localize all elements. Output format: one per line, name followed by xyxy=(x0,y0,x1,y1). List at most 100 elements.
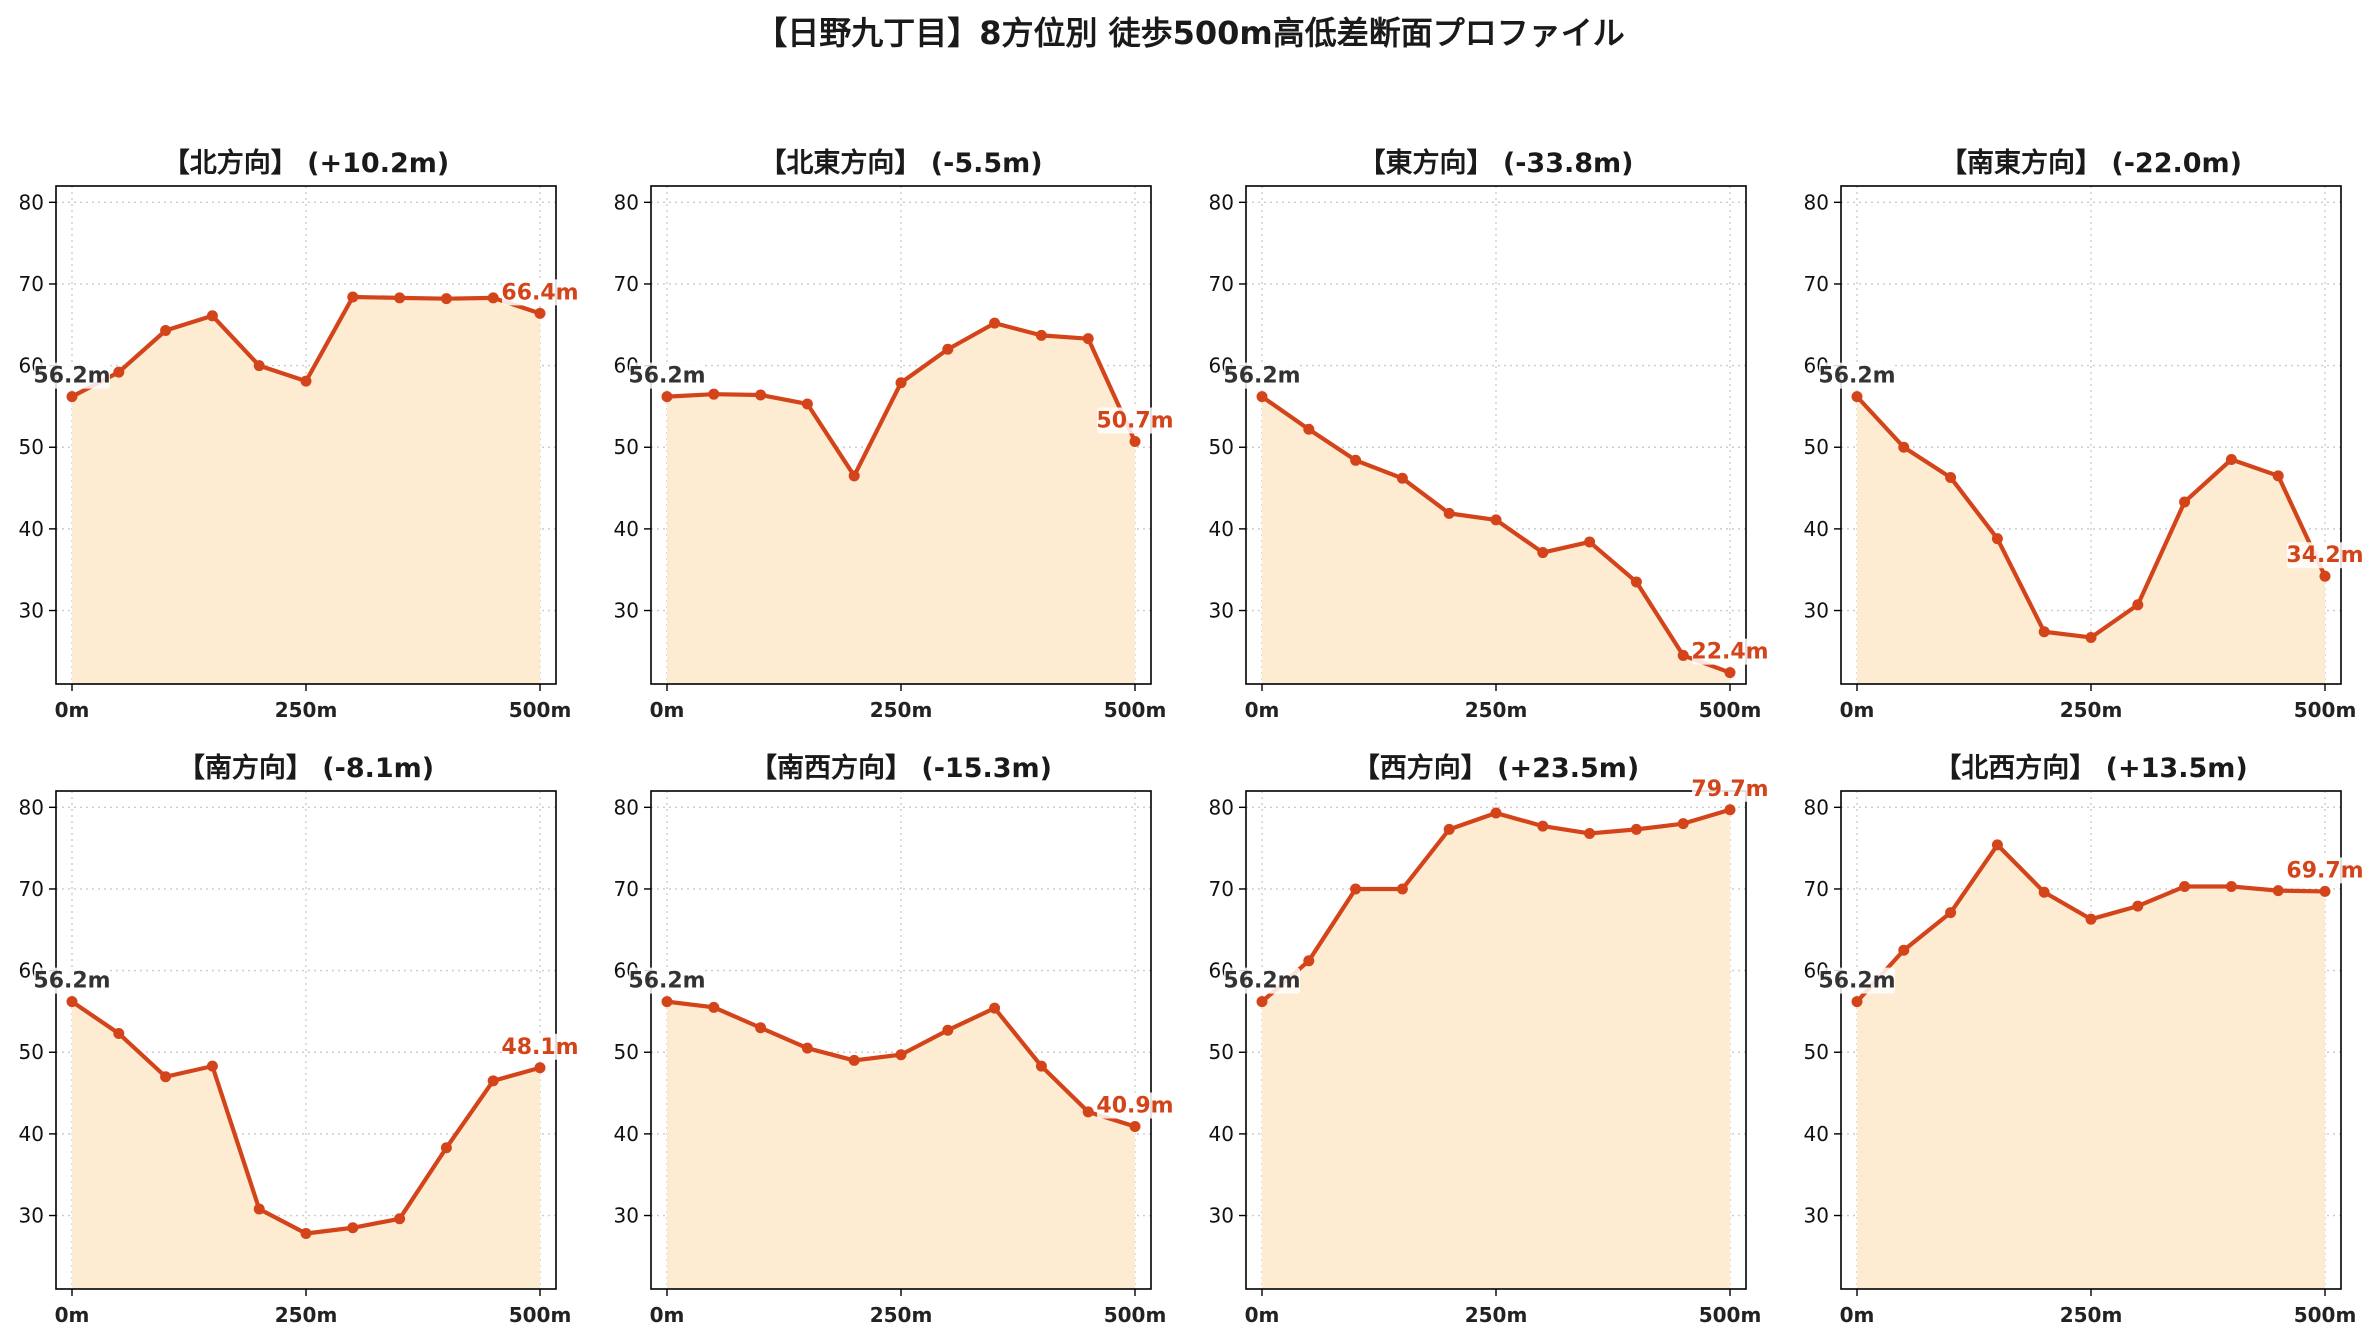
x-tick-label: 250m xyxy=(1465,1303,1528,1327)
data-point xyxy=(487,1075,499,1087)
data-point xyxy=(2319,885,2331,897)
x-tick-label: 500m xyxy=(1104,1303,1167,1327)
x-tick-label: 0m xyxy=(1840,698,1875,722)
area-fill xyxy=(1262,396,1730,684)
data-point xyxy=(801,1042,813,1054)
start-elevation-label-bg xyxy=(1224,967,1300,994)
data-point xyxy=(300,375,312,387)
data-point xyxy=(440,293,452,305)
x-tick-label: 0m xyxy=(1245,698,1280,722)
data-point xyxy=(2272,885,2284,897)
y-tick-label: 30 xyxy=(614,599,639,623)
data-point xyxy=(1035,1060,1047,1072)
data-point xyxy=(1129,1121,1141,1133)
y-tick-label: 30 xyxy=(614,1204,639,1228)
start-elevation-label-bg xyxy=(1819,967,1895,994)
data-point xyxy=(848,1054,860,1066)
data-point xyxy=(1851,391,1863,403)
y-tick-label: 40 xyxy=(1804,517,1829,541)
data-point xyxy=(66,391,78,403)
data-point xyxy=(1129,436,1141,448)
x-tick-label: 250m xyxy=(870,698,933,722)
end-elevation-label-bg xyxy=(1097,407,1173,434)
figure-title: 【日野九丁目】8方位別 徒歩500m高低差断面プロファイル xyxy=(755,14,1625,52)
data-point xyxy=(1443,823,1455,835)
x-tick-label: 0m xyxy=(55,1303,90,1327)
data-point xyxy=(1490,807,1502,819)
end-elevation-label-bg xyxy=(2287,542,2363,569)
y-tick-label: 30 xyxy=(1209,1204,1234,1228)
data-point xyxy=(160,325,172,337)
data-point xyxy=(1677,818,1689,830)
y-tick-label: 70 xyxy=(19,272,44,296)
panel-title: 【北東方向】 (-5.5m) xyxy=(759,147,1042,179)
data-point xyxy=(1443,507,1455,519)
data-point xyxy=(1630,823,1642,835)
y-tick-label: 70 xyxy=(1209,877,1234,901)
data-point xyxy=(1082,333,1094,345)
x-tick-label: 0m xyxy=(55,698,90,722)
start-elevation-label: 56.2m xyxy=(1818,969,1895,994)
data-point xyxy=(1898,441,1910,453)
area-fill xyxy=(1262,809,1730,1289)
start-elevation-label-bg xyxy=(629,967,705,994)
data-point xyxy=(2179,881,2191,893)
data-point xyxy=(1490,514,1502,526)
data-point xyxy=(1851,996,1863,1008)
data-point xyxy=(989,1002,1001,1014)
x-tick-label: 500m xyxy=(2294,698,2357,722)
data-point xyxy=(755,1022,767,1034)
area-fill xyxy=(667,323,1135,684)
data-point xyxy=(2225,881,2237,893)
data-point xyxy=(1303,955,1315,967)
data-point xyxy=(113,1027,125,1039)
x-tick-label: 500m xyxy=(509,698,572,722)
data-point xyxy=(1035,329,1047,341)
data-point xyxy=(534,1062,546,1074)
end-elevation-label: 66.4m xyxy=(501,280,578,305)
y-tick-label: 80 xyxy=(19,190,44,214)
data-point xyxy=(2085,631,2097,643)
x-tick-label: 250m xyxy=(1465,698,1528,722)
y-tick-label: 80 xyxy=(1209,795,1234,819)
end-elevation-label: 69.7m xyxy=(2286,858,2363,883)
data-point xyxy=(661,996,673,1008)
y-tick-label: 30 xyxy=(1804,1204,1829,1228)
area-fill xyxy=(1857,396,2325,684)
y-tick-label: 80 xyxy=(614,190,639,214)
start-elevation-label: 56.2m xyxy=(33,364,110,389)
y-tick-label: 40 xyxy=(1209,517,1234,541)
data-point xyxy=(848,470,860,482)
data-point xyxy=(708,1001,720,1013)
end-elevation-label-bg xyxy=(502,1033,578,1060)
panel-title: 【北西方向】 (+13.5m) xyxy=(1934,752,2247,784)
start-elevation-label: 56.2m xyxy=(33,969,110,994)
y-tick-label: 40 xyxy=(614,517,639,541)
data-point xyxy=(1724,667,1736,679)
data-point xyxy=(1630,576,1642,588)
data-point xyxy=(394,292,406,304)
panel-title: 【東方向】 (-33.8m) xyxy=(1358,147,1633,179)
end-elevation-label: 22.4m xyxy=(1691,640,1768,665)
data-point xyxy=(708,388,720,400)
x-tick-label: 500m xyxy=(1699,1303,1762,1327)
y-tick-label: 70 xyxy=(1804,877,1829,901)
data-point xyxy=(2319,570,2331,582)
y-tick-label: 30 xyxy=(1804,599,1829,623)
data-point xyxy=(942,1024,954,1036)
data-point xyxy=(2225,453,2237,465)
y-tick-label: 50 xyxy=(1209,435,1234,459)
y-tick-label: 70 xyxy=(1804,272,1829,296)
data-point xyxy=(2038,886,2050,898)
start-elevation-label: 56.2m xyxy=(628,969,705,994)
data-point xyxy=(801,398,813,410)
panel-title: 【北方向】 (+10.2m) xyxy=(163,147,449,179)
x-tick-label: 250m xyxy=(2060,698,2123,722)
data-point xyxy=(1991,533,2003,545)
data-point xyxy=(1537,547,1549,559)
